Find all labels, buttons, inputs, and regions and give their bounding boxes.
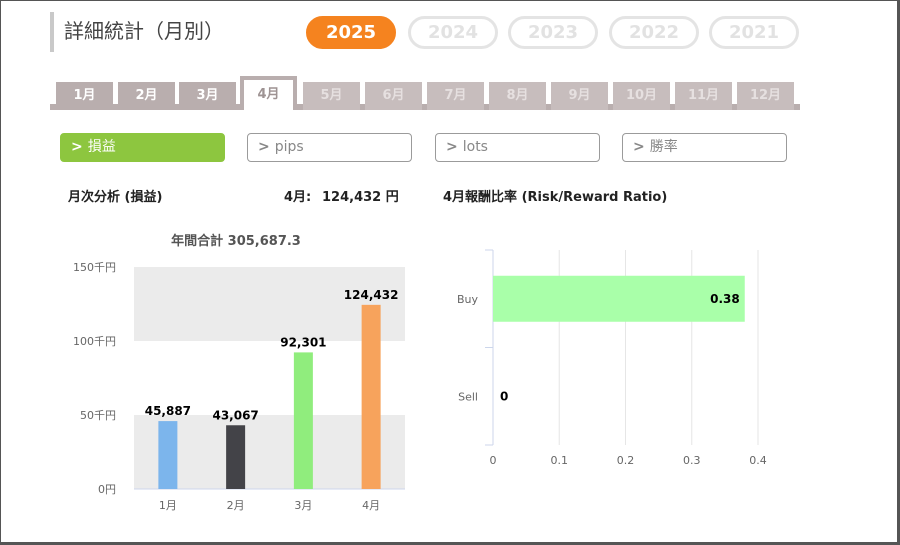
tab-month-3[interactable]: 3月 bbox=[179, 82, 236, 110]
plot-band bbox=[134, 415, 405, 489]
tab-month-8[interactable]: 8月 bbox=[489, 82, 546, 110]
chevron-right-icon: > bbox=[446, 139, 458, 155]
y-tick-label: 50千円 bbox=[80, 409, 116, 422]
bar-value-label: 92,301 bbox=[280, 335, 326, 349]
year-pill-2025[interactable]: 2025 bbox=[306, 16, 396, 49]
plot-band bbox=[134, 341, 405, 415]
metric-button-pips[interactable]: > pips bbox=[247, 133, 412, 162]
metric-label: 損益 bbox=[87, 139, 116, 155]
tab-month-5[interactable]: 5月 bbox=[303, 82, 360, 110]
plot-band bbox=[134, 267, 405, 341]
selected-month-label: 4月: bbox=[284, 190, 312, 205]
y-tick-label: 150千円 bbox=[73, 261, 116, 274]
bar-value-label: 0.38 bbox=[710, 292, 740, 306]
x-tick-label: 0.2 bbox=[617, 454, 635, 467]
tab-month-1[interactable]: 1月 bbox=[56, 82, 113, 110]
tab-month-11[interactable]: 11月 bbox=[675, 82, 732, 110]
x-tick-label: 3月 bbox=[294, 499, 312, 512]
tab-month-6[interactable]: 6月 bbox=[365, 82, 422, 110]
y-tick-label: 0円 bbox=[98, 483, 116, 496]
bar bbox=[493, 275, 745, 322]
metric-label: pips bbox=[274, 139, 304, 155]
selected-month-value: 124,432 円 bbox=[322, 190, 399, 205]
risk-reward-heading: 4月報酬比率 (Risk/Reward Ratio) bbox=[443, 190, 668, 205]
tab-month-7[interactable]: 7月 bbox=[427, 82, 484, 110]
bar bbox=[361, 304, 381, 489]
tab-month-12[interactable]: 12月 bbox=[737, 82, 794, 110]
risk-reward-chart: 0 0.1 0.2 0.3 0.4 Buy 0.38 Sell 0 bbox=[457, 249, 767, 467]
bar-value-label: 43,067 bbox=[212, 408, 258, 422]
metric-label: lots bbox=[462, 139, 488, 155]
bar-value-label: 0 bbox=[500, 389, 508, 403]
tab-month-4[interactable]: 4月 bbox=[240, 76, 297, 110]
bar bbox=[293, 352, 313, 489]
y-tick-label: Buy bbox=[457, 293, 479, 306]
chevron-right-icon: > bbox=[71, 139, 83, 155]
metric-button-pnl[interactable]: > 損益 bbox=[60, 133, 225, 162]
page-title: 詳細統計（月別） bbox=[50, 12, 224, 52]
month-tab-bar bbox=[50, 104, 800, 110]
bar bbox=[226, 425, 246, 489]
x-tick-label: 0.3 bbox=[683, 454, 701, 467]
bar bbox=[158, 421, 178, 489]
metric-button-lots[interactable]: > lots bbox=[435, 133, 600, 162]
y-tick-label: 100千円 bbox=[73, 335, 116, 348]
tab-month-9[interactable]: 9月 bbox=[551, 82, 608, 110]
x-tick-label: 2月 bbox=[227, 499, 245, 512]
y-tick-label: Sell bbox=[458, 390, 478, 403]
monthly-analysis-heading: 月次分析 (損益) bbox=[68, 190, 163, 205]
tab-month-10[interactable]: 10月 bbox=[613, 82, 670, 110]
x-tick-label: 0.1 bbox=[551, 454, 569, 467]
year-pill-2021[interactable]: 2021 bbox=[709, 16, 799, 49]
tab-month-2[interactable]: 2月 bbox=[118, 82, 175, 110]
monthly-pnl-chart: 年間合計 305,687.3 0円 50千円 100千円 150千円 45,887 1月 4… bbox=[73, 233, 405, 512]
chevron-right-icon: > bbox=[633, 139, 645, 155]
metric-label: 勝率 bbox=[649, 139, 678, 155]
chart-title: 年間合計 305,687.3 bbox=[171, 233, 301, 249]
year-pill-2022[interactable]: 2022 bbox=[609, 16, 699, 49]
year-pill-2023[interactable]: 2023 bbox=[508, 16, 598, 49]
chevron-right-icon: > bbox=[258, 139, 270, 155]
year-pill-2024[interactable]: 2024 bbox=[408, 16, 498, 49]
x-tick-label: 4月 bbox=[362, 499, 380, 512]
x-tick-label: 0 bbox=[490, 454, 497, 467]
bar-value-label: 45,887 bbox=[145, 404, 191, 418]
metric-button-winrate[interactable]: > 勝率 bbox=[622, 133, 787, 162]
x-tick-label: 0.4 bbox=[749, 454, 767, 467]
bar-value-label: 124,432 bbox=[344, 288, 399, 302]
x-tick-label: 1月 bbox=[159, 499, 177, 512]
